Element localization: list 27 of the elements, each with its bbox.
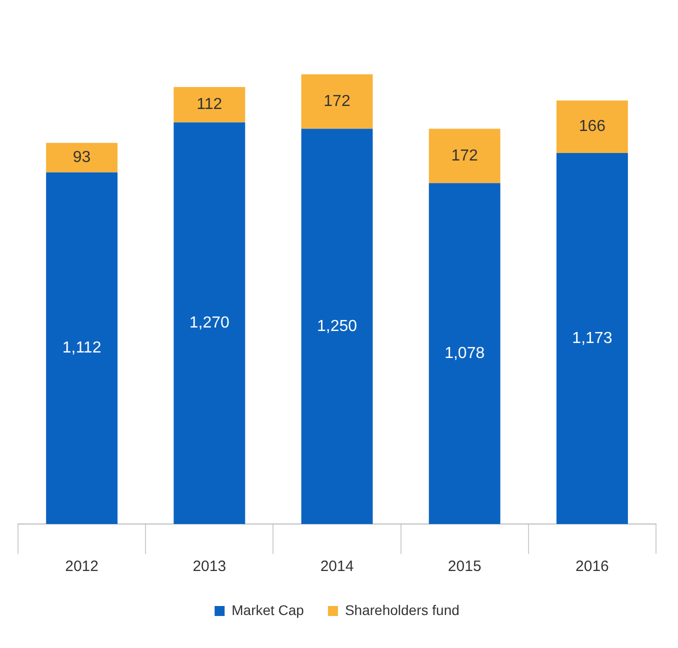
data-label: 172 [324, 92, 350, 110]
x-tick-label: 2012 [65, 558, 98, 576]
data-label: 1,173 [572, 330, 612, 347]
data-label: 172 [451, 147, 478, 164]
x-tick-label: 2016 [576, 558, 609, 576]
data-label: 1,078 [444, 344, 485, 362]
x-tick-label: 2015 [448, 558, 482, 576]
data-label: 166 [578, 118, 606, 136]
bar [556, 100, 628, 154]
bar [301, 128, 373, 524]
bar [428, 183, 500, 524]
bar [174, 122, 246, 524]
legend-label: Market Cap [232, 602, 304, 618]
bar [301, 74, 373, 129]
x-tick-label: 2013 [192, 558, 226, 576]
legend-label: Shareholders fund [344, 602, 460, 618]
bar [428, 128, 500, 184]
bar [46, 142, 118, 172]
data-label: 1,270 [189, 314, 230, 332]
bar [46, 172, 118, 524]
x-tick-label: 2014 [320, 558, 354, 576]
data-label: 1,112 [62, 340, 102, 357]
data-label: 93 [72, 149, 91, 166]
bar [556, 153, 628, 524]
data-label: 1,250 [316, 318, 358, 335]
data-label: 112 [196, 96, 222, 114]
bar [174, 86, 246, 122]
